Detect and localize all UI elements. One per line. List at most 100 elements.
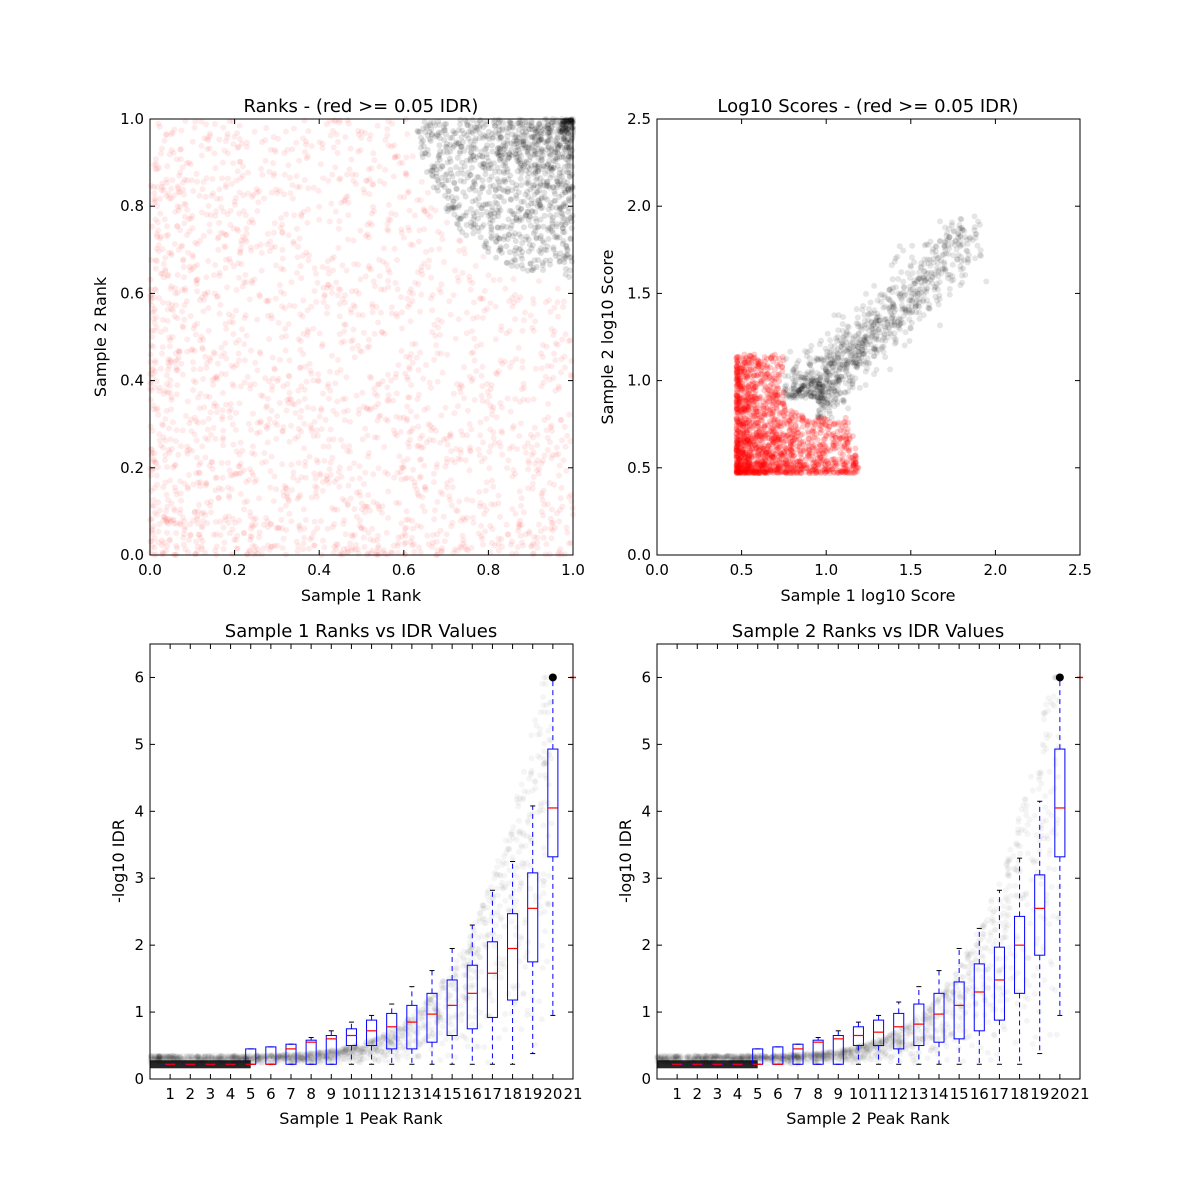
point-red: [249, 280, 256, 287]
point-red: [426, 436, 433, 443]
point-red: [736, 398, 743, 405]
point-red: [836, 456, 843, 463]
point-red: [840, 469, 847, 476]
point-red: [364, 178, 371, 185]
point-red: [212, 547, 219, 554]
point-red: [433, 427, 440, 434]
point-red: [199, 186, 206, 193]
point-red: [538, 492, 545, 499]
point-red: [535, 278, 542, 285]
point-red: [190, 366, 197, 373]
point-red: [161, 514, 168, 521]
point-black: [946, 285, 953, 292]
point-black: [537, 182, 544, 189]
point-black: [545, 235, 552, 242]
point-red: [395, 362, 402, 369]
point-red: [478, 522, 485, 529]
point-red: [242, 271, 249, 278]
point-red: [269, 375, 276, 382]
point-red: [851, 456, 858, 463]
point-red: [356, 463, 363, 470]
point-black: [447, 158, 454, 165]
point-black: [540, 130, 547, 137]
point-red: [225, 519, 232, 526]
point-red: [251, 128, 258, 135]
point-black: [482, 171, 489, 178]
point-red: [164, 163, 171, 170]
point-red: [543, 541, 550, 548]
point-red: [320, 299, 327, 306]
point-red: [340, 546, 347, 553]
point-red: [295, 460, 302, 467]
point-black: [516, 157, 523, 164]
point-red: [360, 329, 367, 336]
point-red: [557, 495, 564, 502]
point-red: [152, 357, 159, 364]
point-red: [336, 218, 343, 225]
point-red: [454, 274, 461, 281]
point-red: [353, 392, 360, 399]
point-red: [353, 171, 360, 178]
point-red: [170, 149, 177, 156]
point-red: [304, 307, 311, 314]
point-red: [301, 445, 308, 452]
point-red: [240, 233, 247, 240]
point-red: [361, 130, 368, 137]
point-red: [378, 328, 385, 335]
point-red: [505, 531, 512, 538]
point-red: [220, 545, 227, 552]
point-red: [557, 507, 564, 514]
point-red: [777, 360, 784, 367]
point-red: [153, 161, 160, 168]
point-black: [541, 163, 548, 170]
point-red: [527, 431, 534, 438]
point-red: [296, 235, 303, 242]
point-red: [407, 286, 414, 293]
point-red: [320, 390, 327, 397]
point-red: [546, 376, 553, 383]
point-red: [186, 420, 193, 427]
point-red: [264, 425, 271, 432]
point-red: [218, 204, 225, 211]
point-red: [366, 343, 373, 350]
point-red: [177, 506, 184, 513]
point-red: [415, 238, 422, 245]
point-red: [180, 541, 187, 548]
point-red: [782, 407, 789, 414]
point-red: [415, 442, 422, 449]
point-red: [218, 460, 225, 467]
point-red: [388, 304, 395, 311]
point-red: [153, 481, 160, 488]
point-red: [286, 389, 293, 396]
point-red: [342, 321, 349, 328]
point-red: [499, 451, 506, 458]
point-red: [342, 134, 349, 141]
point-black: [539, 259, 546, 266]
point-red: [556, 462, 563, 469]
point-red: [463, 309, 470, 316]
point-red: [472, 262, 479, 269]
point-red: [471, 397, 478, 404]
point-red: [528, 444, 535, 451]
point-red: [515, 344, 522, 351]
point-red: [171, 313, 178, 320]
point-black: [556, 193, 563, 200]
point-black: [508, 196, 515, 203]
point-black: [470, 210, 477, 217]
point-red: [547, 515, 554, 522]
point-red: [399, 159, 406, 166]
point-red: [477, 432, 484, 439]
point-red: [178, 497, 185, 504]
point-red: [490, 277, 497, 284]
point-red: [158, 145, 165, 152]
point-red: [788, 407, 795, 414]
point-red: [151, 544, 158, 551]
point-red: [335, 285, 342, 292]
point-red: [427, 384, 434, 391]
point-red: [456, 237, 463, 244]
point-red: [289, 487, 296, 494]
point-red: [288, 422, 295, 429]
point-black: [494, 176, 501, 183]
point-red: [434, 498, 441, 505]
point-red: [313, 427, 320, 434]
